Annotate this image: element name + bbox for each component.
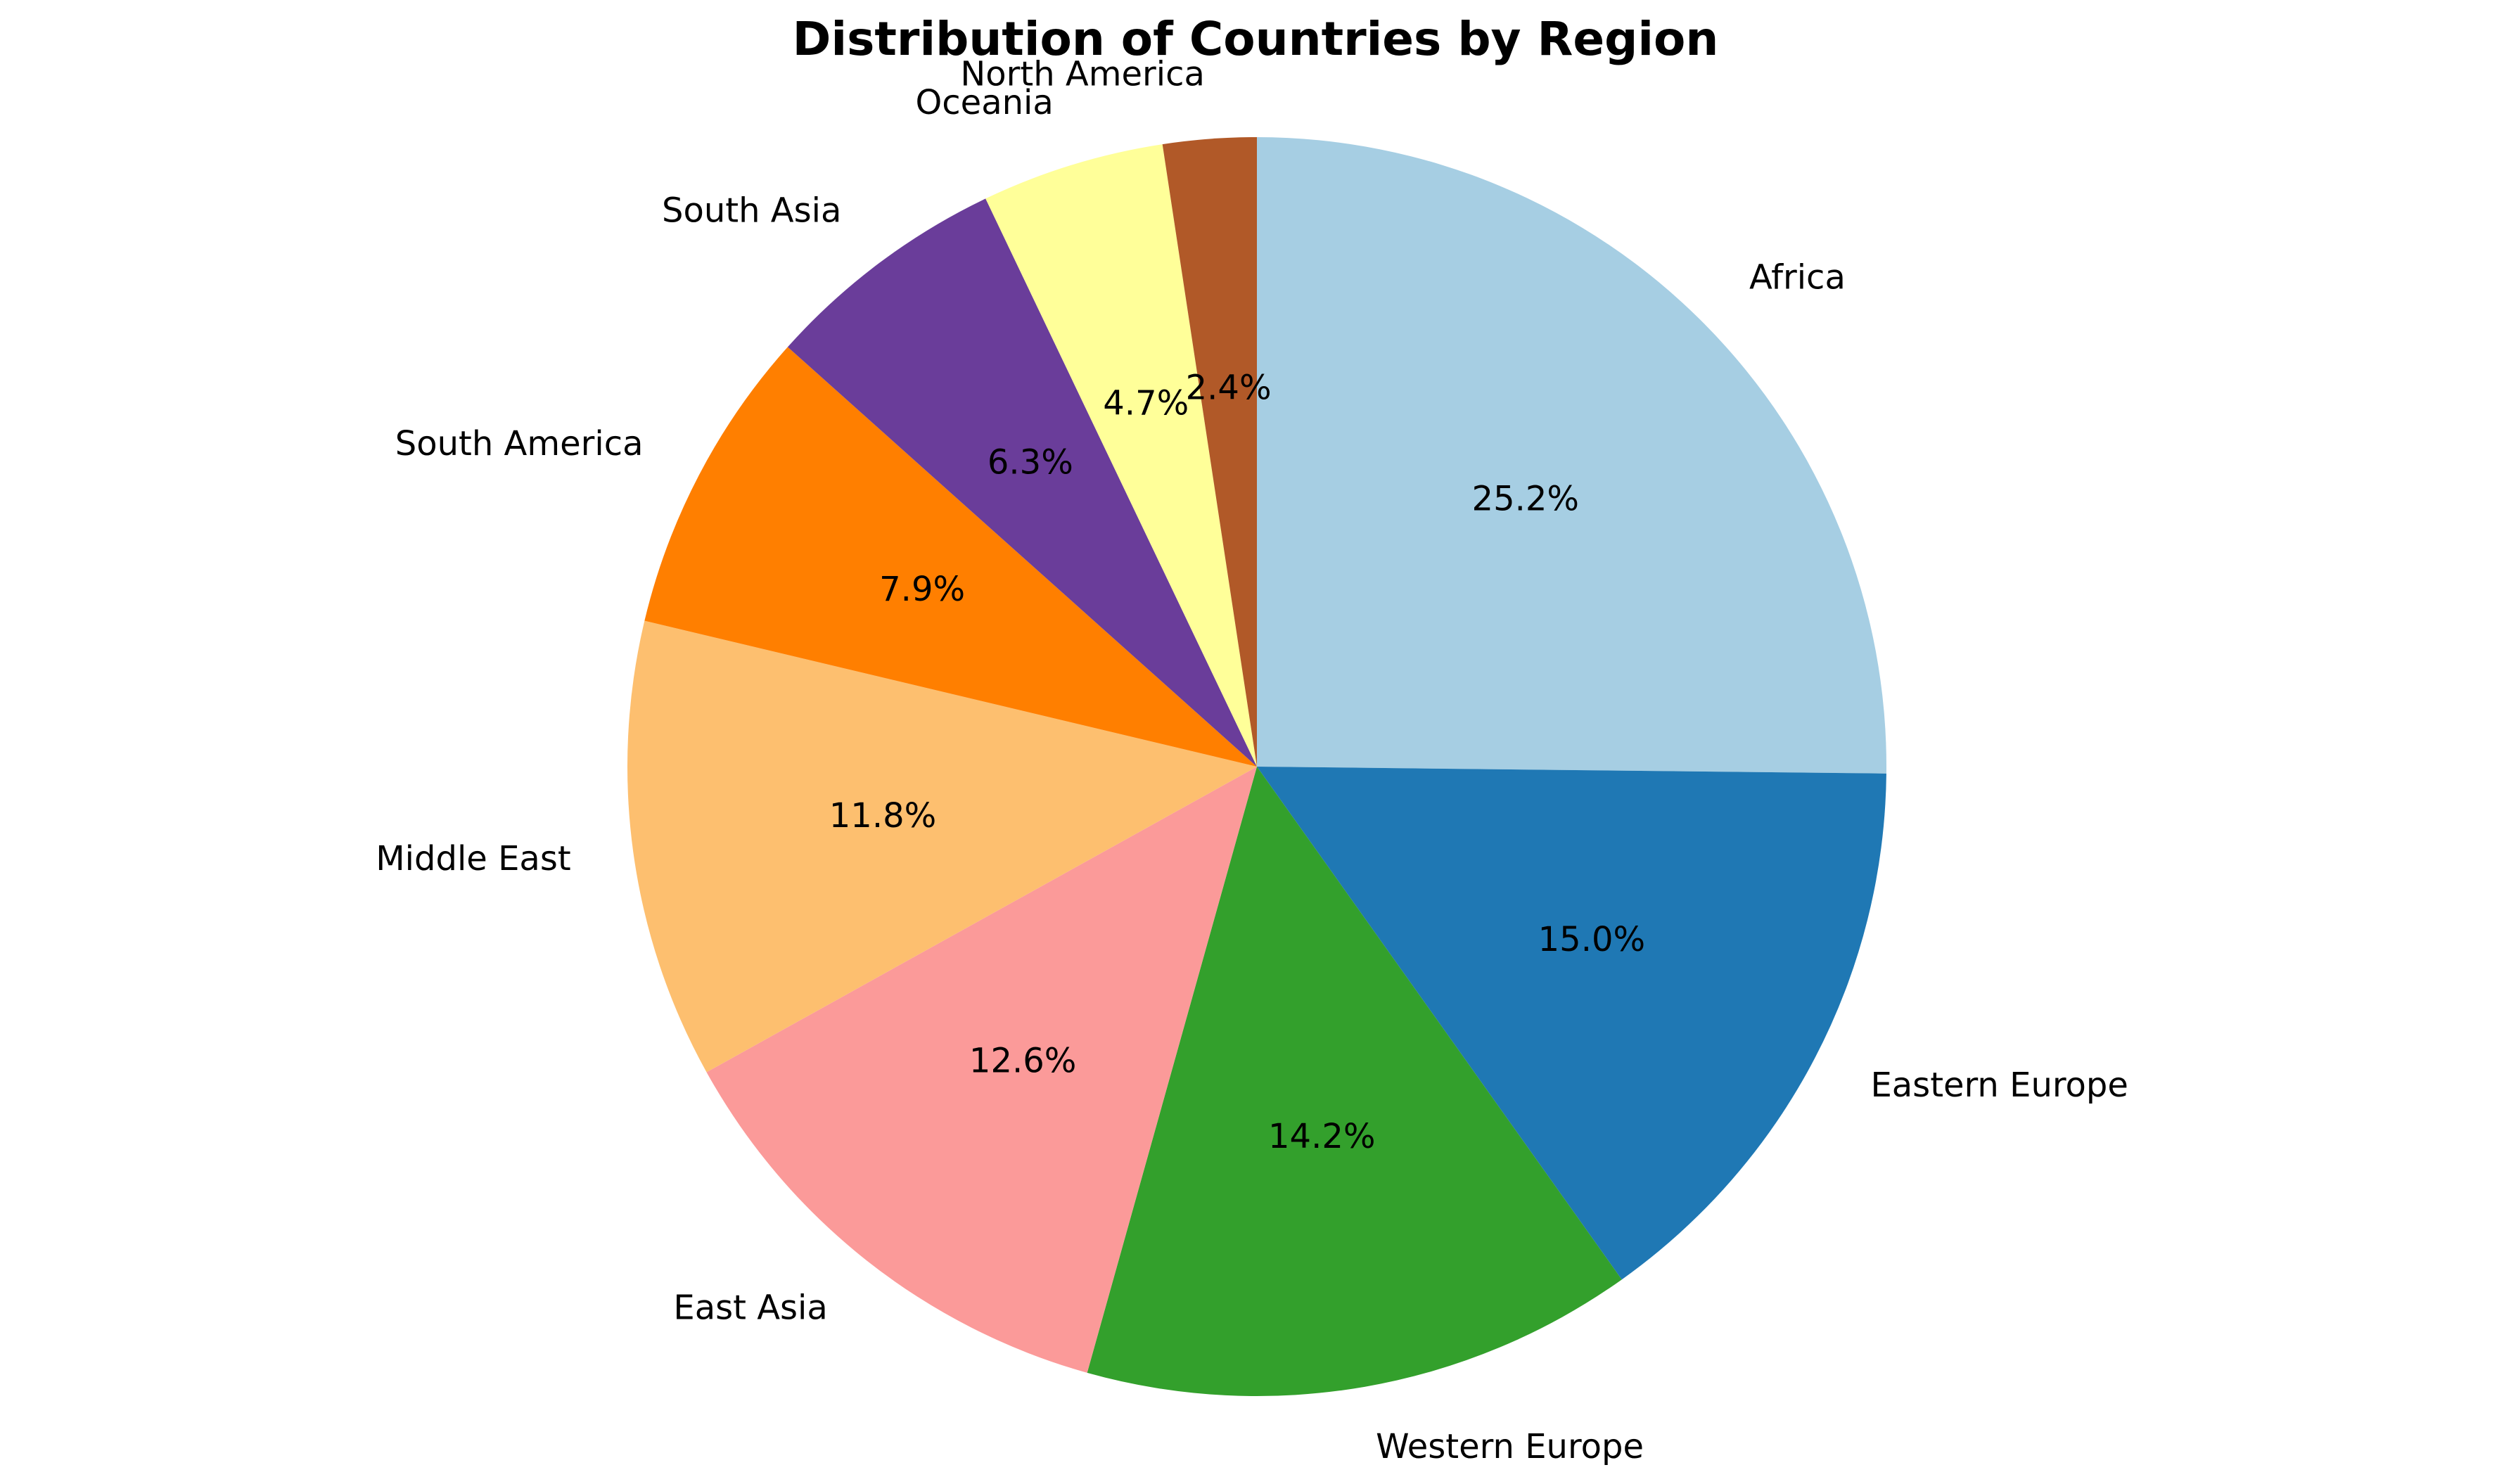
pie-labels: Africa 25.2% Eastern Europe 15.0% Western Eu… bbox=[376, 54, 2128, 1466]
pie-slice-middle-east bbox=[627, 620, 1257, 1073]
slice-label-middle-east: Middle East bbox=[376, 839, 570, 878]
percent-label-western-europe: 14.2% bbox=[1268, 1117, 1375, 1156]
pie-slice-south-asia bbox=[787, 198, 1257, 767]
pie-slice-eastern-europe bbox=[1257, 767, 1886, 1280]
percent-label-middle-east: 11.8% bbox=[829, 796, 936, 836]
pie-slices bbox=[627, 137, 1886, 1396]
percent-label-south-america: 7.9% bbox=[879, 570, 965, 609]
percent-label-south-asia: 6.3% bbox=[988, 442, 1073, 482]
slice-label-east-asia: East Asia bbox=[673, 1288, 827, 1328]
slice-label-eastern-europe: Eastern Europe bbox=[1870, 1066, 2128, 1105]
pie-slice-south-america bbox=[644, 347, 1257, 767]
slice-label-oceania: Oceania bbox=[916, 83, 1054, 122]
percent-label-oceania: 4.7% bbox=[1103, 384, 1189, 423]
percent-label-east-asia: 12.6% bbox=[969, 1041, 1076, 1080]
slice-label-africa: Africa bbox=[1749, 258, 1846, 298]
pie-slice-oceania bbox=[985, 144, 1257, 767]
slice-label-north-america: North America bbox=[960, 54, 1205, 94]
pie-slice-africa bbox=[1257, 137, 1886, 774]
pie-slice-western-europe bbox=[1087, 767, 1622, 1396]
percent-label-north-america: 2.4% bbox=[1186, 369, 1272, 408]
pie-slice-east-asia bbox=[706, 767, 1257, 1373]
slice-label-south-asia: South Asia bbox=[662, 191, 841, 230]
slice-label-western-europe: Western Europe bbox=[1376, 1427, 1644, 1466]
chart-title: Distribution of Countries by Region bbox=[793, 12, 1719, 66]
pie-slice-north-america bbox=[1162, 137, 1257, 767]
percent-label-africa: 25.2% bbox=[1472, 479, 1579, 518]
slice-label-south-america: South America bbox=[395, 424, 644, 463]
percent-label-eastern-europe: 15.0% bbox=[1538, 920, 1645, 959]
